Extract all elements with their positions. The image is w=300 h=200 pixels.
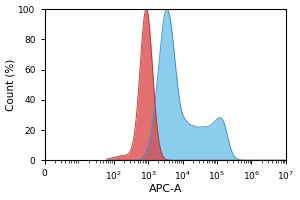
- X-axis label: APC-A: APC-A: [148, 184, 182, 194]
- Y-axis label: Count (%): Count (%): [6, 59, 16, 111]
